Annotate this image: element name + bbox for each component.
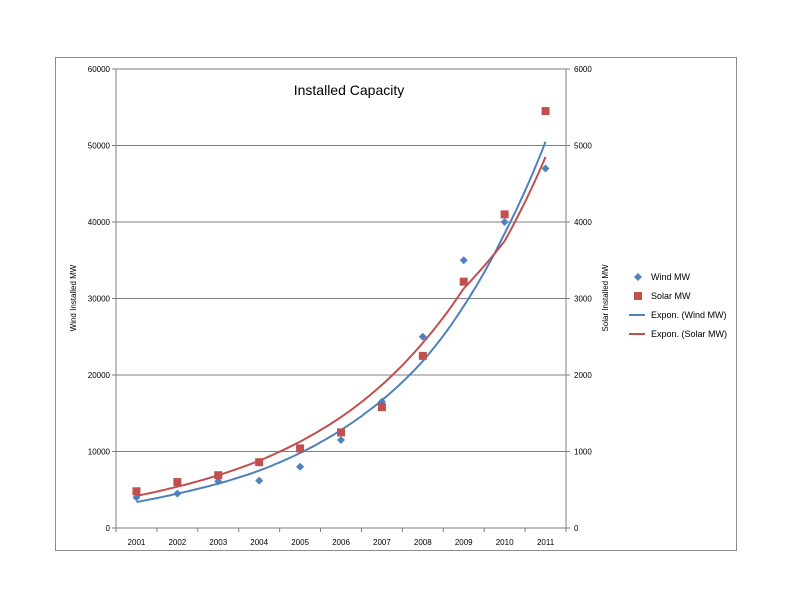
data-markers: [132, 107, 550, 502]
wind-point: [173, 489, 182, 498]
right-tick-label: 6000: [574, 65, 592, 74]
left-tick-label: 0: [106, 524, 111, 533]
solar-point: [132, 487, 141, 496]
solar-point: [500, 210, 509, 219]
solar-point: [377, 403, 386, 412]
x-tick-label: 2004: [250, 538, 268, 547]
gridlines: [116, 68, 566, 452]
right-tick-label: 0: [574, 524, 579, 533]
wind-point: [132, 493, 141, 502]
left-axis-title: Wind Installed MW: [69, 264, 78, 331]
x-tick-label: 2009: [455, 538, 473, 547]
left-tick-label: 40000: [88, 218, 111, 227]
right-tick-label: 5000: [574, 142, 592, 151]
legend: Wind MW Solar MW Expon. (Wind MW) Expon.…: [629, 272, 727, 339]
legend-wind-label: Wind MW: [651, 272, 691, 282]
legend-wind-marker: [634, 273, 642, 281]
right-tick-label: 1000: [574, 448, 592, 457]
left-tick-label: 10000: [88, 448, 111, 457]
x-tick-label: 2006: [332, 538, 350, 547]
legend-solar-trend-label: Expon. (Solar MW): [651, 329, 727, 339]
x-tick-label: 2008: [414, 538, 432, 547]
solar-point: [296, 444, 305, 453]
left-tick-label: 30000: [88, 295, 111, 304]
wind-point: [541, 164, 550, 173]
solar-point: [337, 428, 345, 437]
wind-trendline: [136, 141, 547, 503]
wind-point: [459, 256, 468, 265]
wind-point: [337, 436, 345, 445]
right-tick-label: 4000: [574, 218, 592, 227]
solar-point: [541, 107, 550, 116]
wind-point: [255, 476, 264, 485]
solar-point: [255, 458, 264, 467]
x-tick-label: 2011: [537, 538, 555, 547]
solar-trendline: [136, 156, 547, 497]
legend-wind-trend-label: Expon. (Wind MW): [651, 310, 727, 320]
x-tick-label: 2010: [496, 538, 514, 547]
trendlines: [136, 141, 547, 503]
solar-point: [459, 277, 468, 286]
wind-point: [500, 218, 509, 226]
right-y-axis: 0 1000 2000 3000 4000 5000 6000: [565, 65, 592, 533]
left-y-axis: 0 10000 20000 30000 40000 50000 60000: [88, 65, 117, 533]
right-axis-title: Solar Installed MW: [601, 264, 610, 332]
left-tick-label: 20000: [88, 371, 111, 380]
x-tick-label: 2005: [291, 538, 309, 547]
x-axis: 2001 2002 2003 2004 2005 2006 2007 2008 2009 2010…: [115, 527, 567, 547]
right-tick-label: 3000: [574, 295, 592, 304]
wind-point: [214, 477, 223, 486]
x-tick-label: 2002: [168, 538, 186, 547]
chart-title: Installed Capacity: [294, 82, 405, 98]
legend-solar-label: Solar MW: [651, 291, 691, 301]
wind-point: [418, 332, 427, 341]
solar-point: [418, 351, 427, 360]
legend-solar-marker: [634, 292, 642, 300]
wind-point: [296, 462, 305, 471]
solar-point: [214, 471, 223, 480]
x-tick-label: 2007: [373, 538, 391, 547]
x-tick-label: 2003: [209, 538, 227, 547]
solar-point: [173, 478, 182, 487]
chart-area: [55, 57, 737, 551]
left-tick-label: 50000: [88, 142, 111, 151]
right-tick-label: 2000: [574, 371, 592, 380]
left-tick-label: 60000: [88, 65, 111, 74]
x-tick-label: 2001: [128, 538, 146, 547]
